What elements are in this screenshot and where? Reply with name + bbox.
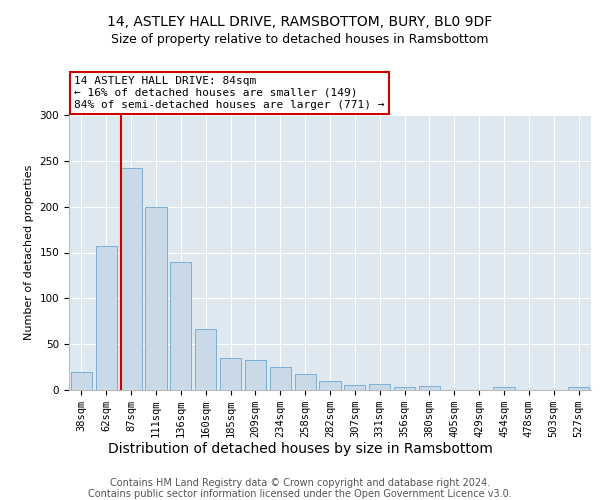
Bar [568, 387, 589, 390]
Bar [394, 387, 415, 390]
Y-axis label: Number of detached properties: Number of detached properties [24, 165, 34, 340]
Bar [195, 328, 216, 390]
Bar [344, 384, 365, 390]
Bar [369, 384, 390, 390]
Bar [319, 381, 341, 390]
Bar [295, 374, 316, 390]
Bar [71, 372, 92, 390]
Bar [245, 360, 266, 390]
Text: Distribution of detached houses by size in Ramsbottom: Distribution of detached houses by size … [107, 442, 493, 456]
Bar [96, 246, 117, 390]
Text: Size of property relative to detached houses in Ramsbottom: Size of property relative to detached ho… [111, 32, 489, 46]
Text: Contains public sector information licensed under the Open Government Licence v3: Contains public sector information licen… [88, 489, 512, 499]
Bar [493, 387, 515, 390]
Bar [121, 168, 142, 390]
Bar [170, 262, 191, 390]
Bar [220, 358, 241, 390]
Bar [270, 367, 291, 390]
Text: 14 ASTLEY HALL DRIVE: 84sqm
← 16% of detached houses are smaller (149)
84% of se: 14 ASTLEY HALL DRIVE: 84sqm ← 16% of det… [74, 76, 385, 110]
Bar [145, 206, 167, 390]
Text: 14, ASTLEY HALL DRIVE, RAMSBOTTOM, BURY, BL0 9DF: 14, ASTLEY HALL DRIVE, RAMSBOTTOM, BURY,… [107, 15, 493, 29]
Bar [419, 386, 440, 390]
Text: Contains HM Land Registry data © Crown copyright and database right 2024.: Contains HM Land Registry data © Crown c… [110, 478, 490, 488]
